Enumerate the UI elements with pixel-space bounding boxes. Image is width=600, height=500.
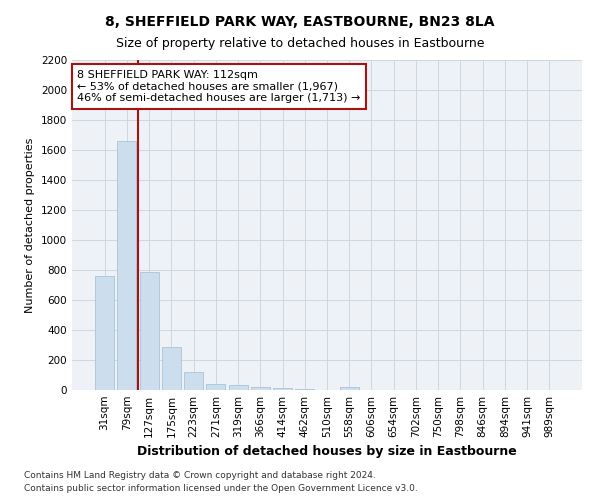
Bar [162,346,181,390]
Bar [118,141,136,390]
Bar [140,272,158,390]
Text: Contains public sector information licensed under the Open Government Licence v3: Contains public sector information licen… [24,484,418,493]
Bar [340,386,359,390]
Bar [295,389,314,390]
Bar [206,384,225,390]
Bar [251,387,270,390]
Y-axis label: Number of detached properties: Number of detached properties [25,138,35,312]
Text: 8, SHEFFIELD PARK WAY, EASTBOURNE, BN23 8LA: 8, SHEFFIELD PARK WAY, EASTBOURNE, BN23 … [105,15,495,29]
Bar [95,276,114,390]
X-axis label: Distribution of detached houses by size in Eastbourne: Distribution of detached houses by size … [137,446,517,458]
Bar [229,385,248,390]
Text: Contains HM Land Registry data © Crown copyright and database right 2024.: Contains HM Land Registry data © Crown c… [24,470,376,480]
Text: Size of property relative to detached houses in Eastbourne: Size of property relative to detached ho… [116,38,484,51]
Bar [273,388,292,390]
Bar [184,372,203,390]
Text: 8 SHEFFIELD PARK WAY: 112sqm
← 53% of detached houses are smaller (1,967)
46% of: 8 SHEFFIELD PARK WAY: 112sqm ← 53% of de… [77,70,361,103]
